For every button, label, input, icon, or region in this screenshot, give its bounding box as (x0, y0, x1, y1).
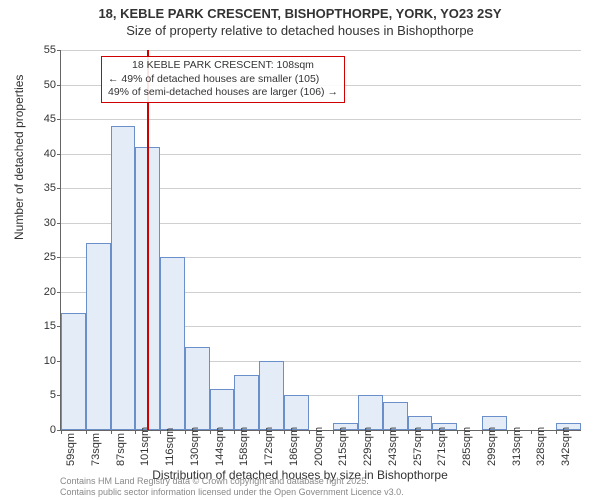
x-tick-label: 285sqm (461, 427, 473, 466)
x-tick-label: 299sqm (486, 427, 498, 466)
y-tick-label: 15 (31, 320, 56, 332)
footer-line2: Contains public sector information licen… (60, 487, 404, 498)
x-tick-mark (507, 430, 508, 434)
histogram-bar (284, 395, 309, 430)
x-tick-label: 257sqm (412, 427, 424, 466)
y-tick-mark (57, 119, 61, 120)
annotation-box: 18 KEBLE PARK CRESCENT: 108sqm ← 49% of … (101, 56, 345, 103)
y-tick-label: 0 (31, 424, 56, 436)
y-tick-label: 50 (31, 79, 56, 91)
y-tick-label: 10 (31, 355, 56, 367)
histogram-bar (160, 257, 185, 430)
x-tick-label: 328sqm (535, 427, 547, 466)
y-tick-label: 35 (31, 182, 56, 194)
x-tick-mark (259, 430, 260, 434)
x-tick-label: 73sqm (90, 433, 102, 466)
histogram-bar (234, 375, 259, 430)
y-tick-mark (57, 257, 61, 258)
y-tick-label: 40 (31, 148, 56, 160)
x-tick-mark (531, 430, 532, 434)
x-tick-label: 215sqm (337, 427, 349, 466)
y-tick-mark (57, 85, 61, 86)
x-tick-mark (432, 430, 433, 434)
y-tick-mark (57, 188, 61, 189)
y-tick-label: 5 (31, 389, 56, 401)
y-tick-label: 45 (31, 113, 56, 125)
annotation-line2: ← 49% of detached houses are smaller (10… (108, 73, 338, 87)
x-tick-mark (309, 430, 310, 434)
x-tick-label: 200sqm (313, 427, 325, 466)
x-tick-mark (160, 430, 161, 434)
y-tick-mark (57, 154, 61, 155)
x-tick-label: 172sqm (263, 427, 275, 466)
x-tick-mark (111, 430, 112, 434)
x-tick-mark (185, 430, 186, 434)
x-tick-label: 186sqm (288, 427, 300, 466)
chart-container: 18, KEBLE PARK CRESCENT, BISHOPTHORPE, Y… (0, 0, 600, 500)
x-tick-label: 101sqm (139, 427, 151, 466)
histogram-bar (259, 361, 284, 430)
x-tick-label: 271sqm (436, 427, 448, 466)
x-tick-mark (482, 430, 483, 434)
gridline (61, 50, 581, 51)
footer-attribution: Contains HM Land Registry data © Crown c… (60, 476, 404, 498)
x-tick-mark (234, 430, 235, 434)
annotation-line3: 49% of semi-detached houses are larger (… (108, 86, 338, 100)
x-tick-label: 130sqm (189, 427, 201, 466)
histogram-bar (111, 126, 136, 430)
histogram-bar (383, 402, 408, 430)
chart-subtitle: Size of property relative to detached ho… (0, 23, 600, 40)
y-tick-mark (57, 50, 61, 51)
y-tick-label: 20 (31, 286, 56, 298)
x-tick-mark (86, 430, 87, 434)
x-tick-mark (61, 430, 62, 434)
x-tick-mark (408, 430, 409, 434)
x-tick-mark (210, 430, 211, 434)
y-tick-label: 55 (31, 44, 56, 56)
x-tick-mark (556, 430, 557, 434)
gridline (61, 119, 581, 120)
chart-title: 18, KEBLE PARK CRESCENT, BISHOPTHORPE, Y… (0, 0, 600, 23)
x-tick-label: 243sqm (387, 427, 399, 466)
histogram-bar (86, 243, 111, 430)
x-tick-label: 144sqm (214, 427, 226, 466)
histogram-bar (61, 313, 86, 430)
x-tick-label: 229sqm (362, 427, 374, 466)
footer-line1: Contains HM Land Registry data © Crown c… (60, 476, 404, 487)
y-tick-mark (57, 292, 61, 293)
reference-line (147, 50, 149, 430)
x-tick-mark (333, 430, 334, 434)
y-tick-mark (57, 223, 61, 224)
x-tick-mark (457, 430, 458, 434)
x-tick-mark (284, 430, 285, 434)
x-tick-mark (358, 430, 359, 434)
x-tick-mark (383, 430, 384, 434)
histogram-bar (185, 347, 210, 430)
x-tick-label: 342sqm (560, 427, 572, 466)
x-tick-label: 87sqm (115, 433, 127, 466)
x-tick-mark (135, 430, 136, 434)
x-tick-label: 59sqm (65, 433, 77, 466)
y-tick-label: 25 (31, 251, 56, 263)
y-axis-label: Number of detached properties (12, 75, 26, 240)
histogram-bar (358, 395, 383, 430)
annotation-line1: 18 KEBLE PARK CRESCENT: 108sqm (108, 59, 338, 73)
y-tick-label: 30 (31, 217, 56, 229)
x-tick-label: 116sqm (164, 428, 176, 466)
plot-area: 051015202530354045505559sqm73sqm87sqm101… (60, 50, 581, 431)
x-tick-label: 313sqm (511, 427, 523, 466)
x-tick-label: 158sqm (238, 427, 250, 466)
histogram-bar (210, 389, 235, 430)
